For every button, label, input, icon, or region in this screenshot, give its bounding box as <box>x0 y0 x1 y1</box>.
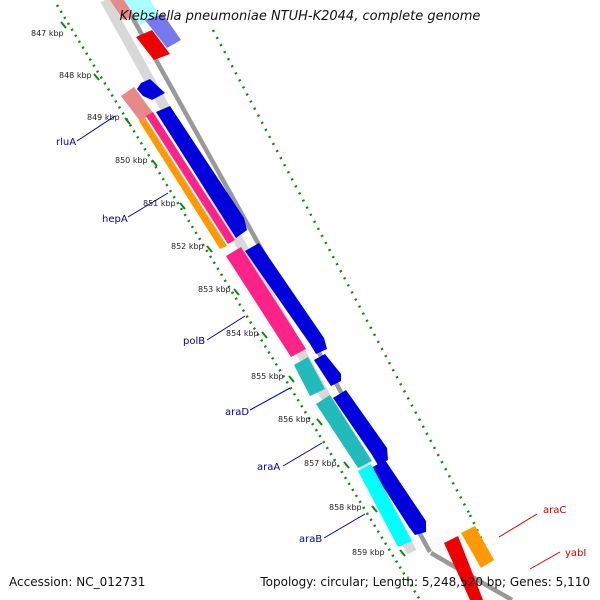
kbp-label-852: 852 kbp <box>171 242 204 251</box>
gene-hepA <box>139 118 227 249</box>
gene-araB <box>358 464 412 547</box>
kbp-label-856: 856 kbp <box>278 415 311 424</box>
kbp-label-858: 858 kbp <box>329 503 362 512</box>
tick-tracks <box>55 4 495 600</box>
cds-arrow-4 <box>314 354 341 386</box>
gene-rluA <box>121 87 153 121</box>
gene-araA <box>316 395 372 468</box>
gene-leaders <box>76 115 561 570</box>
kbp-label-854: 854 kbp <box>226 329 259 338</box>
top-partial-blue <box>145 14 181 48</box>
kbp-label-850: 850 kbp <box>115 156 148 165</box>
kbp-label-851: 851 kbp <box>143 199 176 208</box>
accession-label: Accession: NC_012731 <box>9 575 146 589</box>
top-partial-red <box>136 30 170 60</box>
kbp-label-859: 859 kbp <box>352 548 385 557</box>
gene-araD <box>294 357 325 396</box>
cds-arrow-6 <box>371 460 426 535</box>
kbp-label-848: 848 kbp <box>59 71 92 80</box>
kbp-labels: 847 kbp 848 kbp 849 kbp 850 kbp 851 kbp … <box>31 29 385 557</box>
cds-arrow-3 <box>245 243 327 354</box>
kbp-label-857: 857 kbp <box>304 459 337 468</box>
gene-polB <box>226 247 306 357</box>
kbp-label-847: 847 kbp <box>31 29 64 38</box>
top-partial-genes <box>110 0 181 60</box>
cds-arrow-2 <box>156 106 247 238</box>
outer-tick-track-end <box>468 514 495 564</box>
gene-yabI <box>444 536 483 600</box>
gene-label-araB[interactable]: araB <box>299 534 322 545</box>
kbp-label-855: 855 kbp <box>251 372 284 381</box>
gene-label-polB[interactable]: polB <box>183 336 205 347</box>
gene-labels: rluA hepA polB araD araA araB araC yabI <box>56 137 586 559</box>
gene-hepA-overlap <box>146 112 235 244</box>
cds-arrow-1 <box>137 79 165 100</box>
backbone <box>100 0 514 600</box>
gene-label-araD[interactable]: araD <box>225 407 249 418</box>
gene-track <box>121 87 494 600</box>
gene-label-rluA[interactable]: rluA <box>56 137 76 148</box>
map-title: Klebsiella pneumoniae NTUH-K2044, comple… <box>119 9 481 24</box>
kbp-label-853: 853 kbp <box>198 285 231 294</box>
outer-tick-track <box>211 29 472 516</box>
gene-label-hepA[interactable]: hepA <box>102 214 128 225</box>
gene-label-araA[interactable]: araA <box>257 462 280 473</box>
gene-araC <box>461 526 494 568</box>
kbp-label-849: 849 kbp <box>87 113 120 122</box>
inner-tick-track <box>55 4 422 600</box>
kbp-tick-marks <box>60 21 406 557</box>
gene-label-yabI[interactable]: yabI <box>565 548 586 559</box>
cds-arrow-5 <box>333 390 388 465</box>
gene-label-araC[interactable]: araC <box>543 505 566 516</box>
genome-summary: Topology: circular; Length: 5,248,520 bp… <box>260 575 590 589</box>
cds-blue-track <box>137 79 426 535</box>
